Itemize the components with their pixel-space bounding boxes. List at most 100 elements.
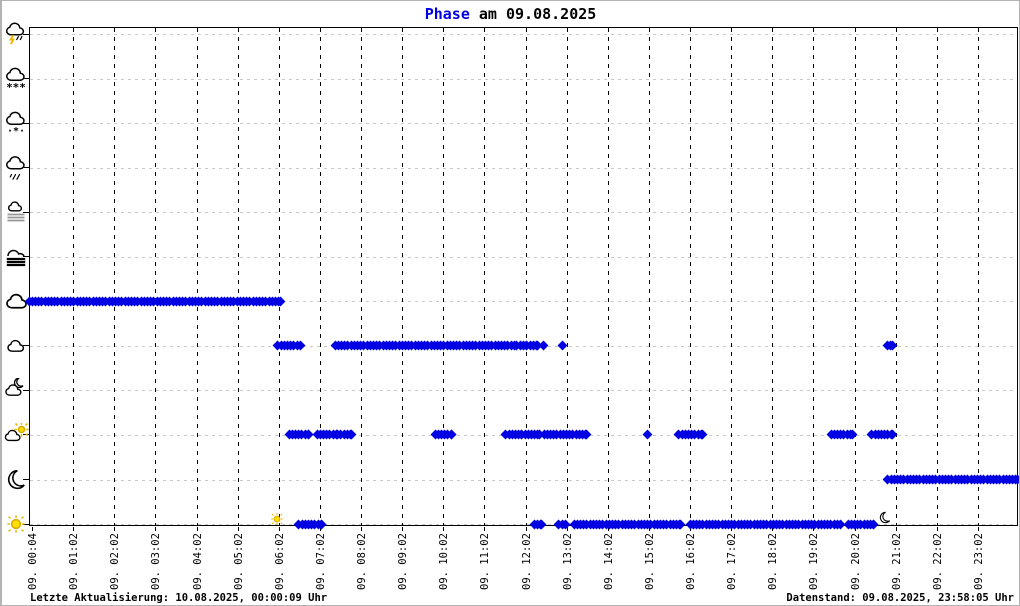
y-axis-tick — [23, 167, 29, 169]
x-axis-tick — [978, 527, 979, 531]
vertical-gridline — [279, 28, 280, 525]
x-axis-tick — [772, 527, 773, 531]
sunrise-sun-icon — [268, 510, 286, 528]
x-tick-label: 09. 22:02 — [932, 533, 944, 590]
sleet-icon: ·*· — [3, 111, 29, 135]
x-axis-tick — [238, 527, 239, 531]
y-axis-tick — [23, 256, 29, 258]
rain-icon — [3, 155, 29, 180]
day-partly-cloudy-icon — [3, 422, 29, 447]
x-tick-label: 09. 15:02 — [644, 533, 656, 590]
fog-icon — [3, 245, 29, 269]
vertical-gridline — [937, 28, 938, 525]
vertical-gridline — [855, 28, 856, 525]
x-tick-label: 09. 09:02 — [397, 533, 409, 590]
x-tick-label: 09. 17:02 — [726, 533, 738, 590]
x-tick-label: 09. 11:02 — [479, 533, 491, 590]
page-title: Phase am 09.08.2025 — [2, 5, 1019, 23]
horizontal-gridline — [30, 167, 1017, 169]
x-axis-tick — [608, 527, 609, 531]
x-axis-tick — [649, 527, 650, 531]
y-axis-tick — [23, 389, 29, 391]
svg-text:***: *** — [6, 81, 26, 91]
x-tick-label: 09. 08:02 — [356, 533, 368, 590]
y-axis-tick — [23, 33, 29, 35]
sunset-moon-icon — [877, 510, 895, 528]
data-state-text: Datenstand: 09.08.2025, 23:58:05 Uhr — [786, 592, 1014, 604]
x-tick-label: 09. 01:02 — [68, 533, 80, 590]
vertical-gridline — [813, 28, 814, 525]
x-tick-label: 09. 12:02 — [521, 533, 533, 590]
horizontal-gridline — [30, 301, 1017, 303]
y-axis-tick — [23, 211, 29, 213]
x-tick-label: 09. 06:02 — [274, 533, 286, 590]
x-tick-label: 09. 20:02 — [850, 533, 862, 590]
night-clear-icon — [3, 468, 29, 492]
title-accent: Phase — [424, 5, 470, 23]
y-axis-tick — [23, 78, 29, 80]
night-partly-cloudy-icon — [3, 378, 29, 402]
x-axis-tick — [690, 527, 691, 531]
vertical-gridline — [567, 28, 568, 525]
title-rest: am 09.08.2025 — [469, 5, 597, 23]
vertical-gridline — [690, 28, 691, 525]
vertical-gridline — [731, 28, 732, 525]
horizontal-gridline — [30, 78, 1017, 80]
x-axis-tick — [484, 527, 485, 531]
x-tick-label: 09. 14:02 — [603, 533, 615, 590]
x-tick-label: 09. 05:02 — [233, 533, 245, 590]
mist-icon — [3, 200, 29, 224]
vertical-gridline — [197, 28, 198, 525]
vertical-gridline — [443, 28, 444, 525]
x-tick-label: 09. 16:02 — [685, 533, 697, 590]
vertical-gridline — [73, 28, 74, 525]
x-axis-tick — [279, 527, 280, 531]
x-tick-label: 09. 13:02 — [562, 533, 574, 590]
snow-icon: *** — [3, 67, 29, 91]
vertical-gridline — [484, 28, 485, 525]
x-tick-label: 09. 23:02 — [973, 533, 985, 590]
x-tick-label: 09. 02:02 — [109, 533, 121, 590]
y-axis-tick — [23, 345, 29, 347]
last-update-text: Letzte Aktualisierung: 10.08.2025, 00:00… — [30, 592, 328, 604]
x-axis-tick — [32, 527, 33, 531]
plot-border — [29, 27, 1018, 526]
vertical-gridline — [114, 28, 115, 525]
horizontal-gridline — [30, 390, 1017, 392]
x-axis-tick — [361, 527, 362, 531]
day-clear-icon — [3, 512, 29, 536]
x-tick-label: 09. 03:02 — [150, 533, 162, 590]
horizontal-gridline — [30, 256, 1017, 258]
overcast-icon — [3, 289, 29, 313]
x-tick-label: 09. 18:02 — [767, 533, 779, 590]
y-axis-tick — [23, 523, 29, 525]
x-tick-label: 09. 07:02 — [315, 533, 327, 590]
x-axis-tick — [731, 527, 732, 531]
vertical-gridline — [772, 28, 773, 525]
horizontal-gridline — [30, 34, 1017, 35]
x-axis-tick — [320, 527, 321, 531]
x-axis-tick — [73, 527, 74, 531]
x-axis-tick — [937, 527, 938, 531]
x-axis-tick — [155, 527, 156, 531]
x-tick-label: 09. 21:02 — [891, 533, 903, 590]
vertical-gridline — [608, 28, 609, 525]
vertical-gridline — [238, 28, 239, 525]
svg-text:·*·: ·*· — [7, 126, 25, 135]
x-tick-label: 09. 10:02 — [438, 533, 450, 590]
x-tick-label: 09. 00:04 — [27, 533, 39, 590]
horizontal-gridline — [30, 524, 1017, 526]
vertical-gridline — [649, 28, 650, 525]
x-axis-tick — [114, 527, 115, 531]
x-axis-tick — [197, 527, 198, 531]
y-axis-tick — [23, 122, 29, 124]
vertical-gridline — [402, 28, 403, 525]
vertical-gridline — [361, 28, 362, 525]
x-axis-tick — [855, 527, 856, 531]
y-axis-tick — [23, 479, 29, 480]
horizontal-gridline — [30, 212, 1017, 214]
horizontal-gridline — [30, 479, 1017, 481]
x-tick-label: 09. 04:02 — [192, 533, 204, 590]
vertical-gridline — [320, 28, 321, 525]
